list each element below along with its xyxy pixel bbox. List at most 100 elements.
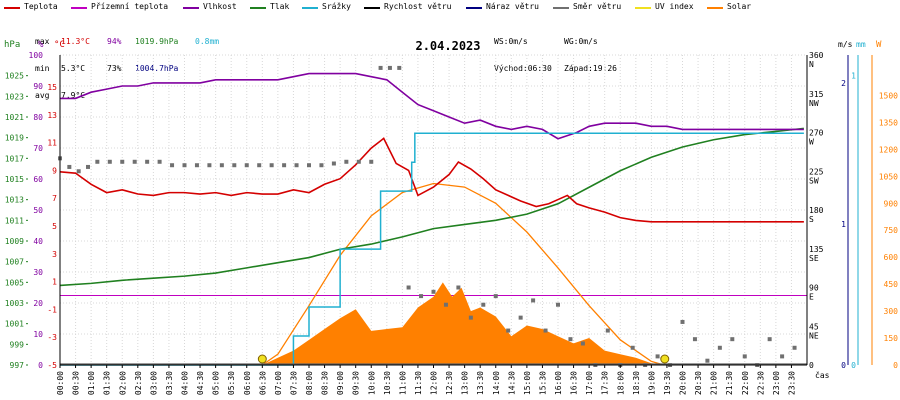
tick-percent: 50 — [33, 206, 43, 215]
wind-direction-point — [182, 163, 187, 168]
legend-label: Náraz větru — [486, 2, 539, 11]
legend-swatch — [4, 7, 20, 9]
x-axis-unit: čas — [815, 370, 830, 380]
legend-label: UV index — [655, 2, 694, 11]
wind-direction-point — [406, 285, 411, 290]
wind-direction-point — [680, 319, 685, 324]
wind-direction-point — [219, 163, 224, 168]
wind-direction-point — [207, 163, 212, 168]
tick-direction: 135 — [809, 245, 824, 254]
wind-direction-point — [95, 159, 100, 164]
wind-direction-point — [86, 164, 91, 169]
x-tick-label: 07:00 — [274, 371, 283, 395]
wind-direction-point — [294, 163, 299, 168]
x-tick-label: 15:30 — [538, 371, 547, 395]
x-tick-label: 21:30 — [725, 371, 734, 395]
x-tick-label: 22:00 — [741, 371, 750, 395]
sun-markers — [257, 354, 670, 364]
wind-row: WS:0m/s WG:0m/s — [494, 37, 617, 46]
x-tick-label: 16:00 — [554, 371, 563, 395]
tick-w: 1050 — [879, 172, 898, 181]
avg-temp: 7.9°C — [61, 91, 86, 100]
solar-series — [261, 182, 667, 366]
max-rain: 0.8mm — [195, 37, 220, 46]
wind-direction-point — [431, 289, 436, 294]
legend-swatch — [707, 7, 723, 9]
wind-direction-point — [67, 164, 72, 169]
wind-direction-point — [232, 163, 237, 168]
tick-direction: 225 — [809, 167, 824, 176]
wind-direction-point — [543, 328, 548, 333]
legend-label: Solar — [727, 2, 752, 11]
min-pressure: 1004.7hPa — [135, 64, 179, 73]
legend-label: Vlhkost — [203, 2, 237, 11]
wind-direction-point — [605, 328, 610, 333]
tick-percent: 90 — [33, 82, 43, 91]
wind-direction-point — [319, 163, 324, 168]
axis-title-ms: m/s — [838, 40, 853, 49]
wind-direction-point — [331, 161, 336, 166]
wind-direction-point — [481, 302, 486, 307]
tick-direction: 0 — [809, 361, 814, 370]
wind-direction-point — [369, 159, 374, 164]
axis-title-hpa: hPa — [4, 40, 20, 50]
x-tick-label: 04:30 — [196, 371, 205, 395]
x-tick-label: 09:30 — [352, 371, 361, 395]
tick-hpa: 1015 — [5, 175, 24, 184]
tick-w: 1500 — [879, 91, 898, 100]
line-series — [59, 72, 807, 366]
wind-direction-point — [145, 159, 150, 164]
tick-hpa: 1011 — [5, 216, 24, 225]
x-tick-label: 02:00 — [118, 371, 127, 395]
tick-percent: 0 — [38, 361, 43, 370]
tick-direction: 315 — [809, 90, 824, 99]
tick-celsius: 13 — [47, 111, 57, 120]
wind-direction-point — [792, 345, 797, 350]
x-tick-label: 22:30 — [756, 371, 765, 395]
legend-swatch — [635, 7, 651, 9]
wind-direction-point — [397, 65, 402, 70]
legend-swatch — [183, 7, 199, 9]
tick-percent: 20 — [33, 299, 43, 308]
x-tick-label: 12:00 — [430, 371, 439, 395]
humidity-line — [60, 72, 804, 140]
x-tick-label: 23:00 — [772, 371, 781, 395]
wind-direction-point — [120, 159, 125, 164]
tick-percent: 80 — [33, 113, 43, 122]
x-tick-label: 08:00 — [305, 371, 314, 395]
x-tick-label: 12:30 — [445, 371, 454, 395]
x-tick-label: 10:00 — [367, 371, 376, 395]
sun-row: Východ:06:30 Západ:19:26 — [494, 64, 617, 73]
tick-percent: 70 — [33, 144, 43, 153]
x-tick-label: 18:00 — [616, 371, 625, 395]
wind-direction-point — [387, 65, 392, 70]
axis-title-w: W — [876, 40, 882, 50]
x-tick-label: 14:00 — [492, 371, 501, 395]
max-humidity: 94% — [107, 37, 122, 46]
stats-row-avg: avg 7.9°C — [35, 91, 219, 100]
wind-direction-point — [767, 337, 772, 342]
tick-celsius: 7 — [52, 194, 57, 203]
tick-w: 300 — [884, 307, 899, 316]
rain-line — [60, 132, 804, 366]
wind-direction-point — [568, 337, 573, 342]
x-tick-label: 10:30 — [383, 371, 392, 395]
wind-direction-point — [655, 354, 660, 359]
tick-hpa: 999 — [10, 340, 25, 349]
wind-direction-point — [157, 159, 162, 164]
tick-hpa: 1017 — [5, 154, 24, 163]
wind-direction-point — [107, 159, 112, 164]
tick-w: 600 — [884, 253, 899, 262]
tick-ms: 1 — [841, 220, 846, 229]
tick-direction-compass: W — [809, 138, 814, 147]
x-tick-label: 00:00 — [56, 371, 65, 395]
legend-swatch — [71, 7, 87, 9]
wind-direction-point — [493, 294, 498, 299]
x-tick-label: 17:00 — [585, 371, 594, 395]
x-tick-label: 07:30 — [289, 371, 298, 395]
wind-direction-point — [194, 163, 199, 168]
stats-row-max: max 11.3°C 94% 1019.9hPa 0.8mm — [35, 37, 219, 46]
tick-direction-compass: N — [809, 60, 814, 69]
tick-mm: 1 — [851, 71, 856, 80]
